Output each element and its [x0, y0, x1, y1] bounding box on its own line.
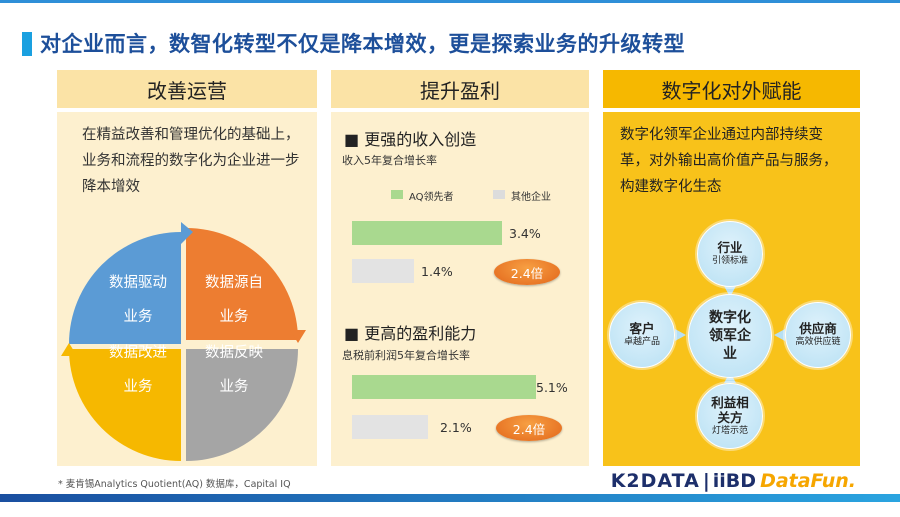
node-stakeholders: 利益相关方 灯塔示范 — [697, 383, 763, 449]
bar-revenue-other-companies-value: 1.4% — [421, 264, 453, 279]
bar-profit-aq-leaders — [352, 375, 536, 399]
partner-logos: K2DATA | iiBD DataFun. — [611, 470, 856, 492]
revenue-section-title: ■ 更强的收入创造 — [344, 130, 477, 149]
profit-ratio-badge: 2.4倍 — [496, 415, 562, 441]
datafun-logo: DataFun. — [760, 470, 856, 492]
iibd-logo: iiBD — [712, 470, 757, 492]
connector-right — [774, 329, 785, 341]
col-increase-profit-panel — [331, 112, 589, 466]
quadrant-data-improves-business-shape — [69, 349, 181, 461]
legend-swatch-aq-leaders — [391, 190, 403, 199]
quadrant-data-reflects-business — [186, 349, 298, 461]
k2data-logo: K2DATA — [610, 470, 700, 492]
bar-profit-aq-leaders-value: 5.1% — [536, 380, 568, 395]
title-accent-bar — [22, 32, 32, 56]
center-digital-leader-node: 数字化领军企业 — [688, 294, 772, 378]
connector-top — [724, 286, 736, 297]
quadrant-data-drives-business — [69, 232, 181, 344]
revenue-section-subtitle: 收入5年复合增长率 — [342, 154, 437, 167]
slide-title: 对企业而言，数智化转型不仅是降本增效，更是探索业务的升级转型 — [40, 32, 685, 56]
bar-revenue-aq-leaders-value: 3.4% — [509, 226, 541, 241]
bar-revenue-other-companies — [352, 259, 414, 283]
legend-swatch-other-companies — [493, 190, 505, 199]
bottom-rule — [0, 494, 900, 502]
revenue-ratio-badge: 2.4倍 — [494, 259, 560, 285]
quadrant-data-from-business — [186, 228, 298, 340]
arrow-head-top — [181, 222, 193, 244]
node-customer: 客户 卓越产品 — [609, 302, 675, 368]
arrow-head-right — [290, 330, 306, 343]
node-supplier: 供应商 高效供应链 — [785, 302, 851, 368]
node-industry: 行业 引领标准 — [697, 221, 763, 287]
col-digital-empowerment-heading: 数字化对外赋能 — [603, 70, 860, 108]
col-improve-operations-text: 在精益改善和管理优化的基础上，业务和流程的数字化为企业进一步降本增效 — [82, 127, 300, 195]
source-footnote: * 麦肯锡Analytics Quotient(AQ) 数据库，Capital … — [58, 479, 291, 490]
legend-label-aq-leaders: AQ领先者 — [409, 192, 454, 203]
bar-revenue-aq-leaders — [352, 221, 502, 245]
col-increase-profit-heading: 提升盈利 — [331, 70, 589, 108]
quadrant-label-data-improves: 数据改进 业务 — [109, 345, 167, 395]
bar-profit-other-companies-value: 2.1% — [440, 420, 472, 435]
logo-separator: | — [702, 470, 710, 492]
profit-section-title: ■ 更高的盈利能力 — [344, 324, 477, 343]
bar-profit-other-companies — [352, 415, 428, 439]
profit-section-subtitle: 息税前利润5年复合增长率 — [342, 349, 470, 362]
quadrant-label-data-from: 数据源自 业务 — [205, 275, 263, 325]
col-digital-empowerment-text: 数字化领军企业通过内部持续变革，对外输出高价值产品与服务，构建数字化生态 — [620, 127, 838, 195]
quadrant-label-data-reflects: 数据反映 业务 — [205, 345, 263, 395]
arrow-head-left — [61, 343, 77, 356]
top-rule — [0, 0, 900, 3]
col-improve-operations-heading: 改善运营 — [57, 70, 317, 108]
legend-label-other-companies: 其他企业 — [511, 192, 551, 203]
quadrant-label-data-drives: 数据驱动 业务 — [109, 275, 167, 325]
connector-left — [675, 329, 686, 341]
